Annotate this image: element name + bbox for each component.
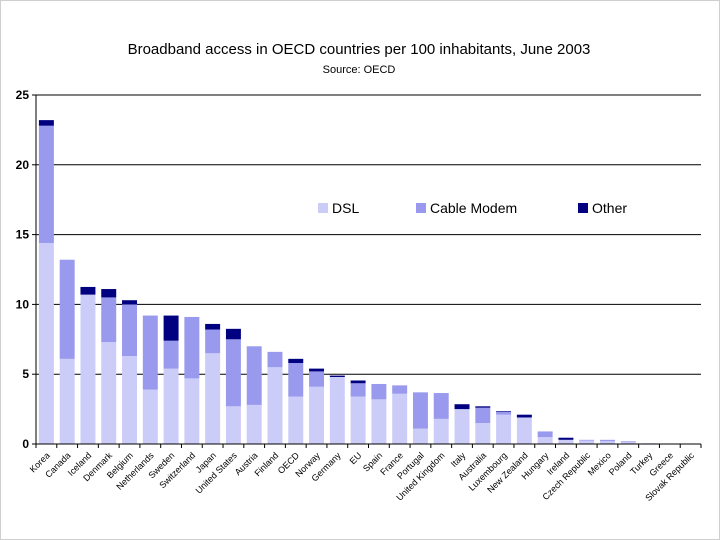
- bar-dsl-japan: [205, 353, 221, 444]
- bar-cable-modem-spain: [371, 383, 387, 400]
- bar-dsl-spain: [371, 399, 387, 444]
- y-tick-label-15: 15: [16, 228, 30, 242]
- y-tick-label-10: 10: [16, 297, 30, 311]
- bar-cable-modem-finland: [267, 351, 283, 368]
- bar-cable-modem-hungary: [537, 431, 553, 438]
- bar-cable-modem-belgium: [122, 304, 137, 357]
- bar-dsl-hungary: [537, 437, 553, 444]
- bar-cable-modem-sweden: [163, 340, 179, 369]
- y-tick-label-25: 25: [16, 88, 30, 102]
- bar-dsl-united-kingdom: [433, 418, 449, 444]
- bar-dsl-luxembourg: [496, 414, 512, 444]
- bar-dsl-oecd: [288, 396, 304, 444]
- bar-dsl-korea: [38, 242, 54, 444]
- x-tick-labels: KoreaCanadaIcelandDenmarkBelgiumNetherla…: [28, 450, 697, 503]
- bar-cable-modem-eu: [350, 383, 366, 397]
- bar-dsl-mexico: [600, 441, 615, 444]
- bar-other-luxembourg: [496, 411, 512, 412]
- bar-other-belgium: [122, 300, 137, 305]
- grid-lines: [36, 94, 701, 375]
- axes: [32, 94, 702, 448]
- y-tick-label-0: 0: [22, 437, 29, 451]
- bar-dsl-czech-republic: [579, 440, 595, 444]
- bar-dsl-finland: [267, 367, 283, 444]
- bar-other-eu: [350, 380, 366, 384]
- bar-dsl-netherlands: [142, 389, 158, 444]
- bar-other-iceland: [80, 286, 96, 295]
- bar-dsl-germany: [329, 376, 345, 444]
- bar-dsl-norway: [309, 386, 325, 444]
- bar-cable-modem-korea: [38, 125, 54, 243]
- bar-other-oecd: [288, 358, 304, 364]
- bar-dsl-canada: [59, 358, 75, 444]
- bar-cable-modem-norway: [309, 371, 325, 387]
- bar-dsl-iceland: [80, 294, 96, 444]
- x-tick-label-poland: Poland: [607, 450, 634, 477]
- bar-dsl-france: [392, 393, 408, 444]
- bar-cable-modem-mexico: [600, 439, 615, 442]
- bar-cable-modem-united-states: [225, 339, 241, 407]
- legend-label-dsl: DSL: [332, 200, 359, 216]
- y-tick-labels: 0 5 10 15 20 25: [16, 88, 30, 451]
- chart-subtitle: Source: OECD: [323, 64, 396, 76]
- bar-cable-modem-netherlands: [142, 315, 158, 390]
- bar-other-denmark: [101, 289, 117, 298]
- x-tick-label-eu: EU: [348, 450, 364, 466]
- bar-cable-modem-australia: [475, 407, 491, 424]
- bar-dsl-eu: [350, 396, 366, 444]
- bar-cable-modem-poland: [620, 441, 636, 442]
- bar-dsl-sweden: [163, 368, 179, 444]
- bar-dsl-belgium: [122, 356, 137, 444]
- bar-other-australia: [475, 406, 491, 408]
- bar-other-united-states: [225, 328, 241, 340]
- bar-other-sweden: [163, 315, 179, 341]
- bar-dsl-australia: [475, 423, 491, 444]
- bar-dsl-switzerland: [184, 378, 200, 444]
- bar-other-italy: [454, 404, 470, 410]
- bar-other-norway: [309, 368, 325, 372]
- bar-dsl-denmark: [101, 342, 117, 444]
- bar-dsl-poland: [620, 441, 636, 444]
- bar-other-ireland: [558, 437, 574, 440]
- bar-cable-modem-denmark: [101, 297, 117, 343]
- bar-cable-modem-portugal: [412, 392, 428, 429]
- bar-cable-modem-oecd: [288, 363, 304, 397]
- y-tick-label-5: 5: [22, 367, 29, 381]
- bar-dsl-austria: [246, 404, 262, 444]
- bar-cable-modem-czech-republic: [579, 439, 595, 441]
- bar-series: [38, 120, 699, 445]
- legend-label-cable-modem: Cable Modem: [430, 200, 517, 216]
- y-tick-label-20: 20: [16, 158, 30, 172]
- bar-dsl-italy: [454, 409, 470, 444]
- bar-cable-modem-united-kingdom: [433, 393, 449, 419]
- bar-cable-modem-canada: [59, 259, 75, 359]
- legend-swatch-cable-modem: [416, 203, 426, 213]
- bar-cable-modem-france: [392, 385, 408, 394]
- bar-other-japan: [205, 323, 221, 330]
- bar-other-korea: [38, 120, 54, 126]
- bar-cable-modem-switzerland: [184, 316, 200, 379]
- bar-cable-modem-luxembourg: [496, 411, 512, 415]
- legend-swatch-other: [578, 203, 588, 213]
- legend-swatch-dsl: [318, 203, 328, 213]
- bar-dsl-new-zealand: [516, 417, 532, 444]
- bar-other-germany: [329, 375, 345, 377]
- legend-label-other: Other: [592, 200, 627, 216]
- bar-other-new-zealand: [516, 414, 532, 418]
- bar-dsl-united-states: [225, 406, 241, 444]
- bar-cable-modem-austria: [246, 346, 262, 405]
- bar-cable-modem-japan: [205, 329, 221, 354]
- legend: DSL Cable Modem Other: [318, 200, 627, 216]
- bar-dsl-portugal: [412, 428, 428, 444]
- bar-dsl-ireland: [558, 439, 574, 444]
- chart-title: Broadband access in OECD countries per 1…: [128, 41, 591, 58]
